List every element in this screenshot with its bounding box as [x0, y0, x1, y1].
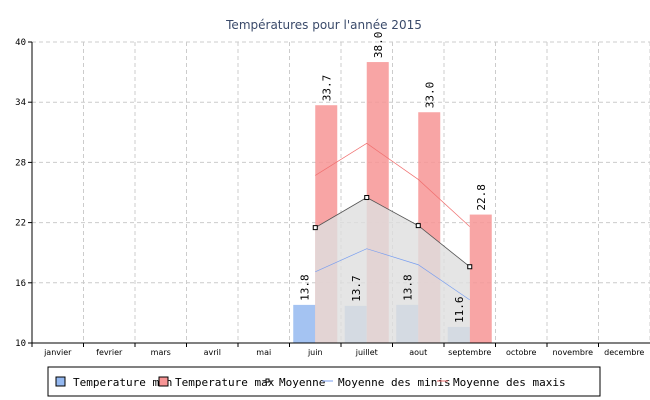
x-tick-label: septembre	[448, 348, 491, 357]
bar-label-min: 11.6	[453, 296, 466, 323]
bar-temperature-min	[293, 304, 316, 343]
y-tick-label: 10	[15, 339, 26, 349]
x-tick-label: mars	[151, 348, 171, 357]
x-tick-label: mai	[256, 348, 271, 357]
legend-label-maxis: Moyenne des maxis	[453, 376, 566, 389]
y-tick-label: 28	[15, 158, 26, 168]
moyenne-point	[312, 225, 318, 231]
chart-title: Températures pour l'année 2015	[225, 18, 422, 32]
legend-label-moyenne: Moyenne	[279, 376, 325, 389]
moyenne-point	[364, 195, 370, 201]
x-tick-label: aout	[409, 348, 427, 357]
moyenne-area-overlay	[315, 197, 470, 343]
legend-label-min: Temperature min	[73, 376, 172, 389]
bar-label-max: 33.0	[423, 82, 436, 109]
x-tick-label: janvier	[43, 348, 72, 357]
y-tick-label: 22	[15, 219, 26, 229]
bar-label-min: 13.8	[298, 274, 311, 301]
x-tick-label: novembre	[552, 348, 593, 357]
line-moyenne	[315, 197, 470, 268]
moyenne-point	[467, 264, 473, 270]
y-tick-label: 34	[15, 98, 26, 108]
legend-label-minis: Moyenne des minis	[338, 376, 451, 389]
bar-label-max: 33.7	[320, 75, 333, 102]
line-moyenne-des-maxis	[315, 142, 470, 227]
legend-label-max: Temperature max	[175, 376, 275, 389]
legend: Temperature min Temperature max Moyenne …	[47, 366, 601, 397]
bar-temperature-max	[469, 214, 492, 343]
line-moyenne-des-minis	[315, 248, 470, 301]
y-tick-label: 16	[15, 279, 26, 289]
x-tick-label: juillet	[355, 348, 378, 357]
bar-label-min: 13.8	[401, 274, 414, 301]
x-tick-label: avril	[204, 348, 221, 357]
x-tick-label: juin	[307, 348, 323, 357]
bar-label-max: 22.8	[475, 184, 488, 211]
y-tick-label: 40	[15, 38, 26, 48]
legend-marker-moyenne	[265, 378, 270, 383]
bar-label-min: 13.7	[350, 275, 363, 302]
x-tick-label: decembre	[604, 348, 644, 357]
x-tick-label: octobre	[506, 348, 537, 357]
legend-swatch-min	[55, 376, 66, 387]
bar-label-max: 38.0	[372, 32, 385, 59]
x-tick-label: fevrier	[96, 348, 123, 357]
legend-swatch-max	[158, 376, 169, 387]
moyenne-point	[415, 223, 421, 229]
